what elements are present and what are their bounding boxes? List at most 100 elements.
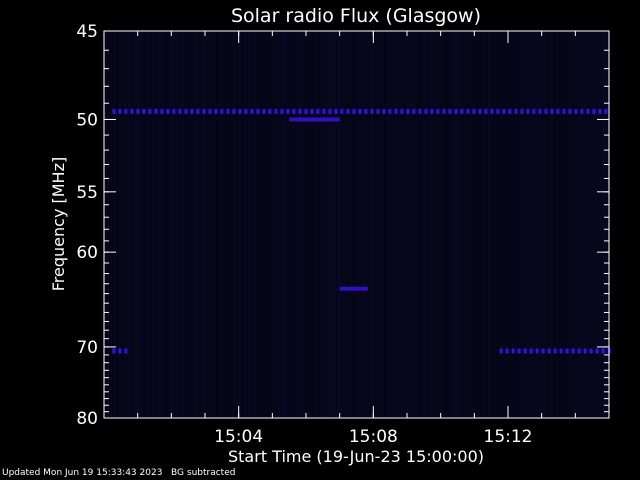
emission-mark xyxy=(196,108,200,114)
plot-frame xyxy=(103,30,610,419)
emission-mark xyxy=(601,348,605,354)
noise-streak xyxy=(377,31,379,418)
noise-streak xyxy=(521,31,523,418)
noise-streak xyxy=(140,31,142,418)
noise-streak xyxy=(536,31,538,418)
noise-streak xyxy=(413,31,415,418)
emission-mark xyxy=(238,108,242,114)
x-tick-label: 15:12 xyxy=(484,427,533,447)
noise-streak xyxy=(167,31,169,418)
emission-mark xyxy=(172,108,176,114)
emission-mark xyxy=(166,108,170,114)
emission-mark xyxy=(358,108,362,114)
emission-mark xyxy=(472,108,476,114)
emission-mark xyxy=(556,108,560,114)
noise-streak xyxy=(248,31,250,418)
emission-mark xyxy=(130,108,134,114)
noise-streak xyxy=(143,31,145,418)
noise-streak xyxy=(173,31,175,418)
noise-streak xyxy=(497,31,499,418)
noise-streak xyxy=(227,31,229,418)
noise-streak xyxy=(545,31,547,418)
noise-streak xyxy=(578,31,580,418)
emission-mark xyxy=(490,108,494,114)
emission-mark xyxy=(382,108,386,114)
noise-streak xyxy=(512,31,514,418)
emission-mark xyxy=(424,108,428,114)
noise-streak xyxy=(395,31,397,418)
emission-mark xyxy=(328,108,332,114)
noise-streak xyxy=(593,31,595,418)
noise-streak xyxy=(602,31,604,418)
emission-mark xyxy=(577,348,581,354)
noise-streak xyxy=(128,31,130,418)
noise-streak xyxy=(518,31,520,418)
noise-streak xyxy=(599,31,601,418)
noise-streak xyxy=(170,31,172,418)
noise-streak xyxy=(539,31,541,418)
noise-streak xyxy=(527,31,529,418)
emission-mark xyxy=(376,108,380,114)
emission-mark xyxy=(559,348,563,354)
noise-streak xyxy=(446,31,448,418)
noise-streak xyxy=(308,31,310,418)
noise-streak xyxy=(470,31,472,418)
emission-mark xyxy=(547,348,551,354)
noise-streak xyxy=(278,31,280,418)
noise-streak xyxy=(233,31,235,418)
noise-streak xyxy=(479,31,481,418)
chart-title: Solar radio Flux (Glasgow) xyxy=(231,5,481,27)
emission-mark xyxy=(208,108,212,114)
noise-streak xyxy=(410,31,412,418)
noise-streak xyxy=(281,31,283,418)
noise-streak xyxy=(533,31,535,418)
noise-streak xyxy=(329,31,331,418)
emission-mark xyxy=(460,108,464,114)
noise-streak xyxy=(575,31,577,418)
emission-mark xyxy=(412,108,416,114)
y-tick-label: 55 xyxy=(76,183,98,203)
noise-streak xyxy=(266,31,268,418)
y-tick-label: 80 xyxy=(76,409,98,429)
noise-streak xyxy=(200,31,202,418)
emission-mark xyxy=(118,108,122,114)
noise-streak xyxy=(149,31,151,418)
noise-streak xyxy=(287,31,289,418)
noise-streak xyxy=(356,31,358,418)
noise-streak xyxy=(299,31,301,418)
noise-streak xyxy=(596,31,598,418)
emission-mark xyxy=(538,108,542,114)
y-tick-label: 60 xyxy=(76,243,98,263)
noise-streak xyxy=(353,31,355,418)
emission-mark xyxy=(418,108,422,114)
noise-streak xyxy=(332,31,334,418)
noise-streak xyxy=(335,31,337,418)
noise-streak xyxy=(428,31,430,418)
noise-streak xyxy=(179,31,181,418)
noise-streak xyxy=(467,31,469,418)
emission-mark xyxy=(214,108,218,114)
noise-streak xyxy=(404,31,406,418)
emission-mark xyxy=(154,108,158,114)
noise-streak xyxy=(290,31,292,418)
noise-streak xyxy=(557,31,559,418)
emission-mark xyxy=(517,348,521,354)
noise-streak xyxy=(242,31,244,418)
noise-streak xyxy=(398,31,400,418)
noise-streak xyxy=(476,31,478,418)
emission-mark xyxy=(262,108,266,114)
emission-mark xyxy=(298,108,302,114)
emission-mark xyxy=(286,108,290,114)
emission-mark xyxy=(589,348,593,354)
noise-streak xyxy=(530,31,532,418)
noise-streak xyxy=(155,31,157,418)
noise-streak xyxy=(104,31,106,418)
emission-mark xyxy=(592,108,596,114)
noise-streak xyxy=(134,31,136,418)
noise-streak xyxy=(491,31,493,418)
noise-streak xyxy=(314,31,316,418)
axis-ticks: 45 50 55 60 70 80 15:04 15:08 15:12 xyxy=(76,22,609,447)
noise-streak xyxy=(455,31,457,418)
emission-mark xyxy=(184,108,188,114)
emission-mark xyxy=(136,108,140,114)
